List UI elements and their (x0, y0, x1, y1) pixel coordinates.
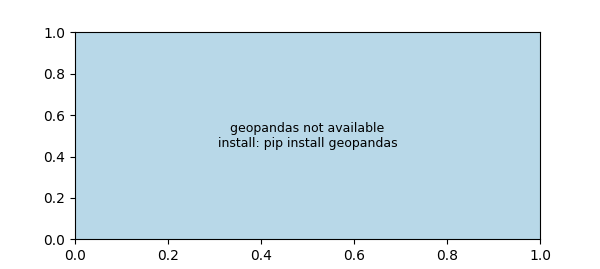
Text: geopandas not available
install: pip install geopandas: geopandas not available install: pip ins… (218, 122, 397, 150)
